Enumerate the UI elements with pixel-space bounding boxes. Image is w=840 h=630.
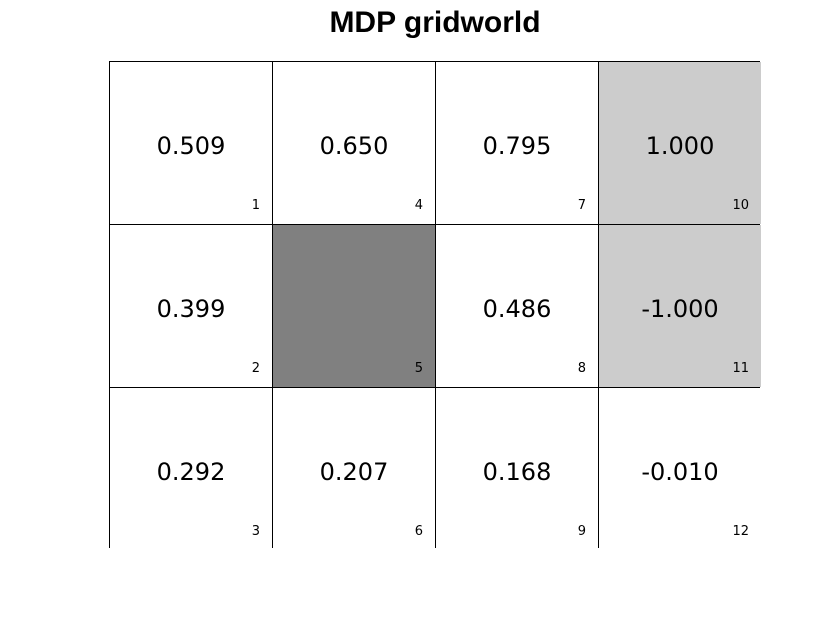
cell-index: 8 [577,361,586,376]
chart-title: MDP gridworld [329,6,541,39]
cell-value: -0.010 [641,458,719,486]
grid-cell: 0.650 4 [273,62,435,224]
cell-index: 9 [577,524,586,539]
cell-value: 0.399 [156,295,226,323]
cell-index: 7 [577,198,586,213]
cell-index: 1 [251,198,260,213]
cell-value: 0.795 [482,132,552,160]
cell-index: 4 [414,198,423,213]
grid-cell: 0.795 7 [436,62,598,224]
grid-cell: 0.486 8 [436,225,598,387]
cell-value: 0.168 [482,458,552,486]
cell-index: 12 [732,524,749,539]
cell-value: 0.650 [319,132,389,160]
cell-index: 11 [732,361,749,376]
grid-cell: 0.509 1 [110,62,272,224]
grid-cell: 5 [273,225,435,387]
cell-value: 0.207 [319,458,389,486]
cell-value: 1.000 [645,132,715,160]
grid-cell: 0.207 6 [273,388,435,550]
grid-cell: -1.000 11 [599,225,761,387]
grid-cell: 0.168 9 [436,388,598,550]
grid-cell: 1.000 10 [599,62,761,224]
cell-index: 2 [251,361,260,376]
cell-index: 5 [414,361,423,376]
grid-cell: 0.399 2 [110,225,272,387]
cell-index: 6 [414,524,423,539]
cell-value: 0.486 [482,295,552,323]
grid-cell: -0.010 12 [599,388,761,550]
grid-cell: 0.292 3 [110,388,272,550]
cell-value: 0.292 [156,458,226,486]
cell-value: 0.509 [156,132,226,160]
cell-value: -1.000 [641,295,719,323]
gridworld: 0.509 1 0.399 2 0.292 3 0.650 4 5 0.207 … [109,61,761,550]
cell-index: 10 [732,198,749,213]
cell-index: 3 [251,524,260,539]
